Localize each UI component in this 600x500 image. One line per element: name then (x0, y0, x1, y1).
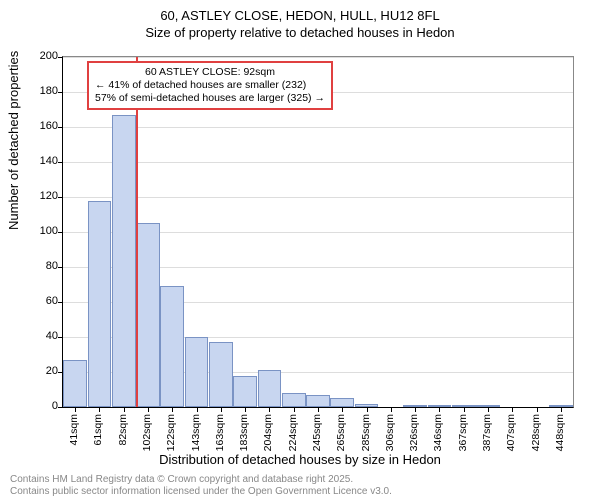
footer-line2: Contains public sector information licen… (10, 486, 392, 498)
ytick-mark (58, 162, 63, 163)
ytick-label: 40 (28, 330, 58, 342)
footer-line1: Contains HM Land Registry data © Crown c… (10, 474, 392, 486)
ytick-mark (58, 267, 63, 268)
chart-title-line2: Size of property relative to detached ho… (0, 23, 600, 40)
xtick-mark (367, 407, 368, 412)
gridline (63, 197, 573, 198)
xtick-label: 306sqm (384, 414, 396, 451)
ytick-mark (58, 57, 63, 58)
ytick-label: 180 (28, 85, 58, 97)
ytick-mark (58, 92, 63, 93)
gridline (63, 162, 573, 163)
gridline (63, 127, 573, 128)
xtick-label: 204sqm (262, 414, 274, 451)
xtick-mark (172, 407, 173, 412)
histogram-bar (88, 201, 112, 408)
xtick-mark (148, 407, 149, 412)
ytick-mark (58, 407, 63, 408)
xtick-mark (318, 407, 319, 412)
xtick-label: 407sqm (505, 414, 517, 451)
xtick-label: 143sqm (190, 414, 202, 451)
xtick-mark (561, 407, 562, 412)
ytick-label: 0 (28, 400, 58, 412)
xtick-mark (245, 407, 246, 412)
xtick-mark (391, 407, 392, 412)
ytick-label: 120 (28, 190, 58, 202)
xtick-mark (439, 407, 440, 412)
xtick-label: 102sqm (141, 414, 153, 451)
xtick-label: 41sqm (68, 414, 80, 446)
xtick-mark (221, 407, 222, 412)
xtick-mark (464, 407, 465, 412)
xtick-mark (537, 407, 538, 412)
xtick-label: 346sqm (432, 414, 444, 451)
gridline (63, 57, 573, 58)
annotation-line3: 57% of semi-detached houses are larger (… (95, 92, 325, 105)
histogram-bar (160, 286, 184, 407)
ytick-label: 20 (28, 365, 58, 377)
xtick-label: 224sqm (287, 414, 299, 451)
x-axis-label: Distribution of detached houses by size … (0, 452, 600, 467)
ytick-label: 160 (28, 120, 58, 132)
xtick-label: 122sqm (165, 414, 177, 451)
chart-title-line1: 60, ASTLEY CLOSE, HEDON, HULL, HU12 8FL (0, 0, 600, 23)
ytick-label: 80 (28, 260, 58, 272)
footer-text: Contains HM Land Registry data © Crown c… (10, 474, 392, 498)
xtick-label: 285sqm (360, 414, 372, 451)
xtick-mark (99, 407, 100, 412)
xtick-mark (512, 407, 513, 412)
xtick-mark (269, 407, 270, 412)
xtick-label: 387sqm (481, 414, 493, 451)
annotation-box: 60 ASTLEY CLOSE: 92sqm← 41% of detached … (87, 61, 333, 110)
xtick-label: 183sqm (238, 414, 250, 451)
histogram-bar (282, 393, 306, 407)
plot-area: 60 ASTLEY CLOSE: 92sqm← 41% of detached … (62, 56, 574, 408)
ytick-label: 60 (28, 295, 58, 307)
annotation-line2: ← 41% of detached houses are smaller (23… (95, 79, 325, 92)
xtick-label: 326sqm (408, 414, 420, 451)
histogram-bar (63, 360, 87, 407)
xtick-label: 82sqm (117, 414, 129, 446)
xtick-mark (488, 407, 489, 412)
y-axis-label: Number of detached properties (6, 51, 21, 230)
xtick-mark (415, 407, 416, 412)
xtick-label: 163sqm (214, 414, 226, 451)
xtick-mark (294, 407, 295, 412)
annotation-line1: 60 ASTLEY CLOSE: 92sqm (95, 66, 325, 79)
ytick-mark (58, 197, 63, 198)
chart-container: 60, ASTLEY CLOSE, HEDON, HULL, HU12 8FL … (0, 0, 600, 500)
ytick-mark (58, 302, 63, 303)
histogram-bar (209, 342, 233, 407)
xtick-label: 265sqm (335, 414, 347, 451)
ytick-label: 200 (28, 50, 58, 62)
xtick-mark (342, 407, 343, 412)
ytick-label: 140 (28, 155, 58, 167)
ytick-mark (58, 232, 63, 233)
histogram-bar (233, 376, 257, 408)
histogram-bar (136, 223, 160, 407)
xtick-label: 448sqm (554, 414, 566, 451)
ytick-label: 100 (28, 225, 58, 237)
xtick-mark (124, 407, 125, 412)
xtick-mark (197, 407, 198, 412)
histogram-bar (112, 115, 136, 407)
ytick-mark (58, 127, 63, 128)
xtick-label: 367sqm (457, 414, 469, 451)
histogram-bar (306, 395, 330, 407)
xtick-label: 245sqm (311, 414, 323, 451)
ytick-mark (58, 337, 63, 338)
xtick-mark (75, 407, 76, 412)
histogram-bar (258, 370, 282, 407)
histogram-bar (330, 398, 354, 407)
histogram-bar (185, 337, 209, 407)
xtick-label: 428sqm (530, 414, 542, 451)
xtick-label: 61sqm (92, 414, 104, 446)
